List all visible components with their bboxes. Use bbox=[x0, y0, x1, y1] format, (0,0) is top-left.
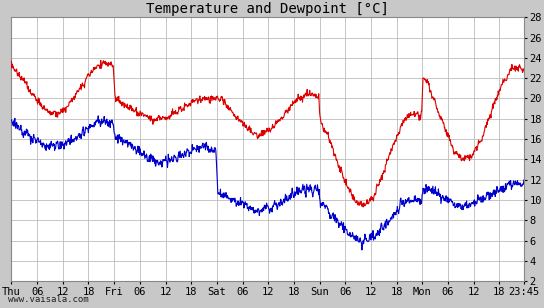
Text: www.vaisala.com: www.vaisala.com bbox=[8, 295, 89, 304]
Title: Temperature and Dewpoint [°C]: Temperature and Dewpoint [°C] bbox=[146, 2, 389, 16]
